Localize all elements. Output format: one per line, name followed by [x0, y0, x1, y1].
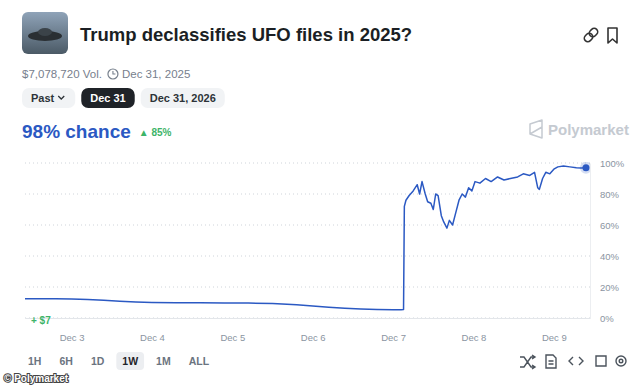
range-button-label[interactable]: 1H — [28, 355, 41, 367]
chart-svg: Trump declassifies UFO files in 2025? $7,… — [0, 0, 634, 386]
y-axis: 0% 20% 40% 60% 80% 100% — [590, 158, 625, 324]
volume: $7,078,720 Vol. — [22, 68, 102, 80]
x-tick-label: Dec 7 — [381, 332, 406, 343]
x-tick-label: Dec 5 — [220, 332, 245, 343]
x-tick-label: Dec 9 — [542, 332, 567, 343]
credit: © Polymarket — [4, 373, 69, 384]
plot-area — [25, 162, 590, 310]
annotation: + $7 — [31, 315, 51, 326]
range-button-label[interactable]: 1W — [122, 355, 138, 367]
range-button-bg[interactable] — [116, 352, 144, 370]
y-tick: 60% — [590, 220, 620, 231]
link-part — [588, 27, 599, 38]
x-tick: Dec 4 — [140, 318, 165, 343]
link-icon[interactable] — [583, 27, 599, 43]
date-button[interactable]: Dec 31, 2026 — [141, 88, 225, 108]
y-axis-line — [590, 164, 591, 319]
range-button-bg[interactable] — [150, 352, 177, 370]
x-tick-label: Dec 3 — [60, 332, 85, 343]
y-tick-label: 100% — [600, 158, 625, 169]
clock-face — [108, 69, 118, 79]
x-tick: Dec 3 — [60, 318, 85, 343]
range-button[interactable]: 1H — [22, 352, 47, 370]
range-button-label[interactable]: ALL — [189, 355, 210, 367]
y-tick: 40% — [590, 251, 620, 262]
icon-bg — [22, 12, 68, 54]
x-tick: Dec 8 — [462, 318, 487, 343]
end-dot — [582, 164, 589, 171]
x-tick-label: Dec 6 — [301, 332, 326, 343]
range-button[interactable]: 1M — [150, 352, 177, 370]
grid-line — [25, 287, 590, 288]
range-button-bg[interactable] — [85, 352, 110, 370]
grid — [25, 163, 590, 318]
clock-hands — [113, 71, 116, 74]
share-icon[interactable] — [596, 356, 606, 366]
settings-icon-center[interactable] — [619, 359, 623, 363]
code-icon[interactable] — [569, 357, 583, 365]
date-button-label[interactable]: Past — [31, 92, 55, 104]
range-button-label[interactable]: 6H — [59, 355, 72, 367]
x-axis: Dec 3 Dec 4 Dec 5 Dec 6 Dec 7 Dec 8 Dec 9 — [26, 318, 591, 343]
y-tick-label: 0% — [600, 313, 614, 324]
change: ▲ 85% — [139, 127, 172, 138]
range-button[interactable]: ALL — [183, 352, 215, 370]
y-tick-label: 40% — [600, 251, 620, 262]
y-tick: 0% — [590, 313, 614, 324]
date-button-label[interactable]: Dec 31 — [90, 92, 125, 104]
grid-line — [25, 256, 590, 257]
icon-dome — [38, 28, 52, 36]
page: Trump declassifies UFO files in 2025? $7,… — [0, 0, 634, 386]
toolbar-icons — [520, 355, 626, 369]
x-tick: Dec 9 — [542, 318, 567, 343]
x-axis-line — [26, 318, 591, 319]
range-button[interactable]: 1W — [116, 352, 144, 370]
y-tick-label: 60% — [600, 220, 620, 231]
x-tick: Dec 7 — [381, 318, 406, 343]
shuffle-icon[interactable] — [520, 355, 535, 369]
grid-line — [25, 163, 590, 164]
y-tick-label: 80% — [600, 189, 620, 200]
date-button[interactable]: Past — [22, 88, 75, 108]
x-tick: Dec 6 — [301, 318, 326, 343]
range-button-bg[interactable] — [22, 352, 47, 370]
range-button[interactable]: 1D — [85, 352, 110, 370]
range-button[interactable]: 6H — [53, 352, 78, 370]
doc-icon[interactable] — [546, 355, 556, 368]
date-button-bg[interactable] — [22, 88, 75, 108]
date-button[interactable]: Dec 31 — [81, 88, 134, 108]
bookmark-icon[interactable] — [608, 28, 617, 43]
date-button-bg[interactable] — [81, 88, 134, 108]
end-date: Dec 31, 2025 — [122, 68, 190, 80]
range-button-label[interactable]: 1D — [91, 355, 105, 367]
watermark-logo — [530, 120, 542, 138]
chance: 98% chance — [22, 121, 131, 142]
date-button-label[interactable]: Dec 31, 2026 — [150, 92, 216, 104]
watermark: Polymarket — [530, 120, 629, 138]
x-tick-label: Dec 4 — [140, 332, 165, 343]
watermark-text: Polymarket — [548, 121, 629, 138]
clock-icon — [108, 69, 118, 79]
x-tick-label: Dec 8 — [462, 332, 487, 343]
price-line — [25, 166, 586, 310]
end-dot-halo — [580, 162, 590, 174]
y-tick: 100% — [590, 158, 625, 169]
grid-line — [25, 318, 590, 319]
grid-line — [25, 194, 590, 195]
chevron-icon[interactable] — [58, 96, 64, 99]
date-button-bg[interactable] — [141, 88, 225, 108]
range-button-label[interactable]: 1M — [156, 355, 171, 367]
title: Trump declassifies UFO files in 2025? — [80, 24, 412, 45]
market-icon — [22, 12, 68, 54]
y-tick: 80% — [590, 189, 620, 200]
y-tick: 20% — [590, 282, 620, 293]
range-button-bg[interactable] — [53, 352, 78, 370]
range-button-bg[interactable] — [183, 352, 215, 370]
settings-icon[interactable] — [616, 356, 626, 366]
x-tick: Dec 5 — [220, 318, 245, 343]
y-tick-label: 20% — [600, 282, 620, 293]
grid-line — [25, 225, 590, 226]
